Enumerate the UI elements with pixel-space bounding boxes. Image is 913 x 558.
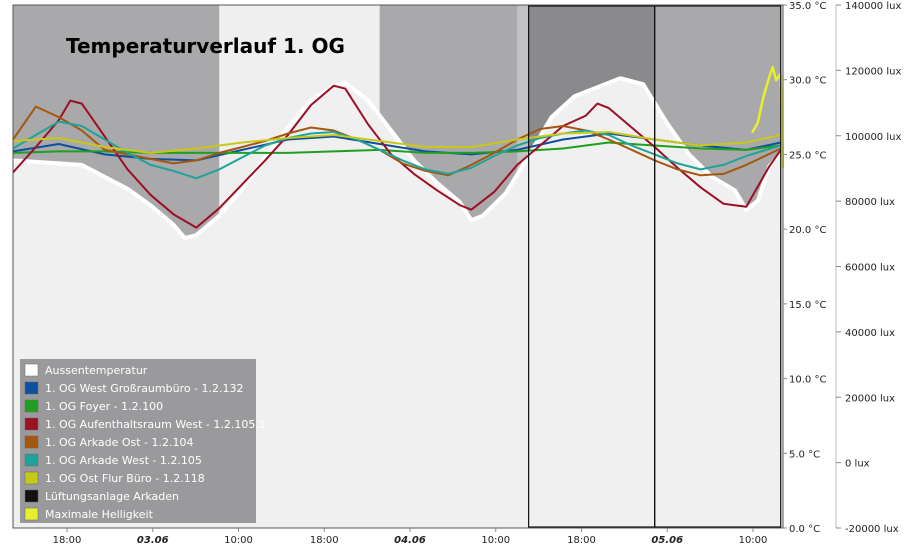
y-axis-right: -20000 lux 0 lux 20000 lux 40000 lux 60000 l… <box>836 1 901 535</box>
series-line-aussentemperatur <box>12 76 783 241</box>
x-tick-label: 18:00 <box>567 535 596 546</box>
legend-background <box>20 359 256 523</box>
x-tick-label: 04.06 <box>394 535 426 546</box>
y-right-tick-label: 40000 lux <box>845 328 895 339</box>
legend-item-label: Lüftungsanlage Arkaden <box>45 490 179 503</box>
series-line-5 <box>12 120 781 180</box>
y-left-tick-label: 20.0 °C <box>789 225 826 236</box>
plot-border <box>12 4 784 529</box>
y-right-tick-label: 140000 lux <box>845 1 901 12</box>
legend-swatch <box>24 471 39 485</box>
y-axis-left: 0.0 °C 5.0 °C 10.0 °C 15.0 °C 20.0 °C 25.0 °C… <box>783 1 826 535</box>
series-lines <box>12 65 785 229</box>
y-right-tick-label: 80000 lux <box>845 197 895 208</box>
x-tick-label: 03.06 <box>137 535 169 546</box>
y-right-tick-label: 0 lux <box>845 459 870 470</box>
series-line-4 <box>12 105 782 177</box>
y-left-tick-label: 0.0 °C <box>789 524 820 535</box>
y-left-tick-label: 10.0 °C <box>789 375 826 386</box>
x-tick-label: 18:00 <box>310 535 339 546</box>
legend-swatch <box>24 489 39 503</box>
x-tick-label: 10:00 <box>481 535 510 546</box>
chart-title: Temperaturverlauf 1. OG <box>66 34 345 58</box>
series-line-8 <box>751 65 785 169</box>
legend-item-label: 1. OG Ost Flur Büro - 1.2.118 <box>45 472 205 485</box>
y-right-tick-label: 60000 lux <box>845 263 895 274</box>
x-axis: 18:00 03.06 10:00 18:00 04.06 10:00 18:00 05.06… <box>53 528 768 546</box>
legend-swatch <box>24 435 39 449</box>
legend-swatch <box>24 399 39 413</box>
legend-swatch <box>24 363 39 377</box>
y-right-tick-label: 120000 lux <box>845 66 901 77</box>
legend: Aussentemperatur 1. OG West Großraumbüro … <box>20 359 266 523</box>
legend-swatch <box>24 453 39 467</box>
y-right-tick-label: 100000 lux <box>845 132 901 143</box>
y-left-tick-label: 30.0 °C <box>789 76 826 87</box>
x-tick-label: 05.06 <box>651 535 683 546</box>
y-left-tick-label: 5.0 °C <box>789 449 820 460</box>
legend-item-label: 1. OG Arkade Ost - 1.2.104 <box>45 436 194 449</box>
legend-item-label: Aussentemperatur <box>45 364 148 377</box>
y-right-tick-label: -20000 lux <box>845 524 899 535</box>
legend-item-label: 1. OG Arkade West - 1.2.105 <box>45 454 202 467</box>
legend-item-label: 1. OG Foyer - 1.2.100 <box>45 400 163 413</box>
legend-swatch <box>24 417 39 431</box>
legend-item-label: 1. OG West Großraumbüro - 1.2.132 <box>45 382 244 395</box>
y-left-tick-label: 15.0 °C <box>789 300 826 311</box>
x-tick-label: 10:00 <box>224 535 253 546</box>
y-right-tick-label: 20000 lux <box>845 393 895 404</box>
ventilation-frames <box>528 5 782 528</box>
legend-swatch <box>24 381 39 395</box>
x-tick-label: 10:00 <box>739 535 768 546</box>
x-tick-label: 18:00 <box>53 535 82 546</box>
y-left-tick-label: 25.0 °C <box>789 150 826 161</box>
series-line-6 <box>12 131 781 154</box>
ventilation-frame-1 <box>654 5 782 528</box>
legend-item-label: 1. OG Aufenthaltsraum West - 1.2.105.1 <box>45 418 266 431</box>
legend-item-label: Maximale Helligkeit <box>45 508 154 521</box>
legend-swatch <box>24 507 39 521</box>
y-left-tick-label: 35.0 °C <box>789 1 826 12</box>
